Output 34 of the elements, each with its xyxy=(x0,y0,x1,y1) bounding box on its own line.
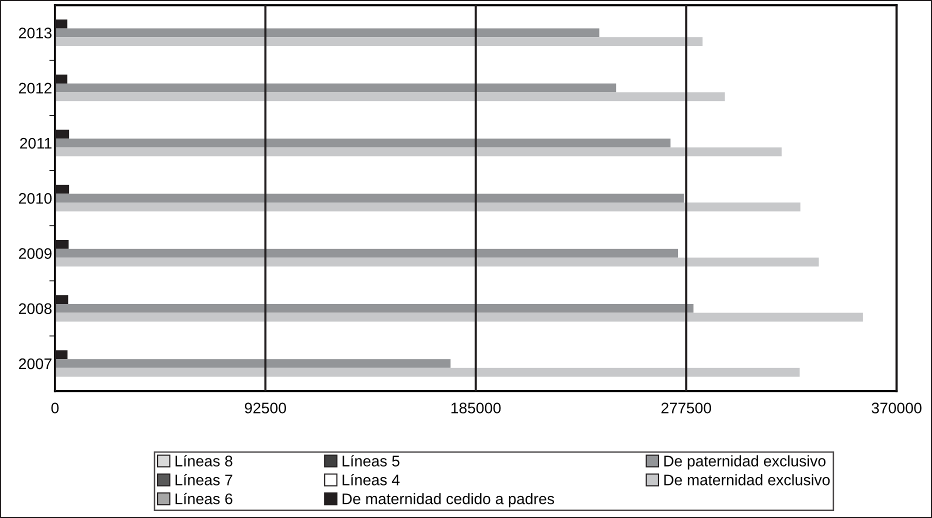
bar xyxy=(54,304,694,313)
y-tick-label: 2007 xyxy=(18,358,52,370)
legend-label: De maternidad cedido a padres xyxy=(342,493,554,508)
legend-label: Líneas 7 xyxy=(176,474,232,486)
legend-label: Líneas 6 xyxy=(176,492,232,504)
y-tick-label: 2011 xyxy=(20,138,52,149)
x-tick-label: 0 xyxy=(51,402,59,414)
bar xyxy=(54,37,703,46)
legend-label: De maternidad exclusivo xyxy=(664,474,830,486)
bar xyxy=(54,248,678,258)
legend-label: Líneas 4 xyxy=(342,474,400,486)
legend-label: Líneas 8 xyxy=(176,455,232,466)
bar xyxy=(54,202,800,212)
x-tick-label: 92500 xyxy=(244,402,286,414)
y-tick-label: 2010 xyxy=(18,193,52,204)
bar xyxy=(54,312,863,322)
bar xyxy=(54,28,600,38)
bar xyxy=(54,138,670,148)
x-tick-label: 370000 xyxy=(872,402,922,414)
legend-label: De paternidad exclusivo xyxy=(664,455,826,470)
y-tick-label: 2013 xyxy=(18,28,52,38)
legend-label: Líneas 5 xyxy=(342,455,400,466)
bar xyxy=(54,92,725,102)
y-tick-label: 2012 xyxy=(18,82,52,94)
bar xyxy=(54,83,616,92)
x-tick-label: 185000 xyxy=(451,402,501,414)
y-tick-label: 2008 xyxy=(18,303,52,314)
bar xyxy=(54,359,451,368)
x-tick-label: 277500 xyxy=(661,402,712,414)
bar xyxy=(54,258,819,266)
y-tick-label: 2009 xyxy=(18,248,52,259)
bar xyxy=(54,147,782,156)
bar xyxy=(54,194,684,203)
bar xyxy=(54,368,800,377)
